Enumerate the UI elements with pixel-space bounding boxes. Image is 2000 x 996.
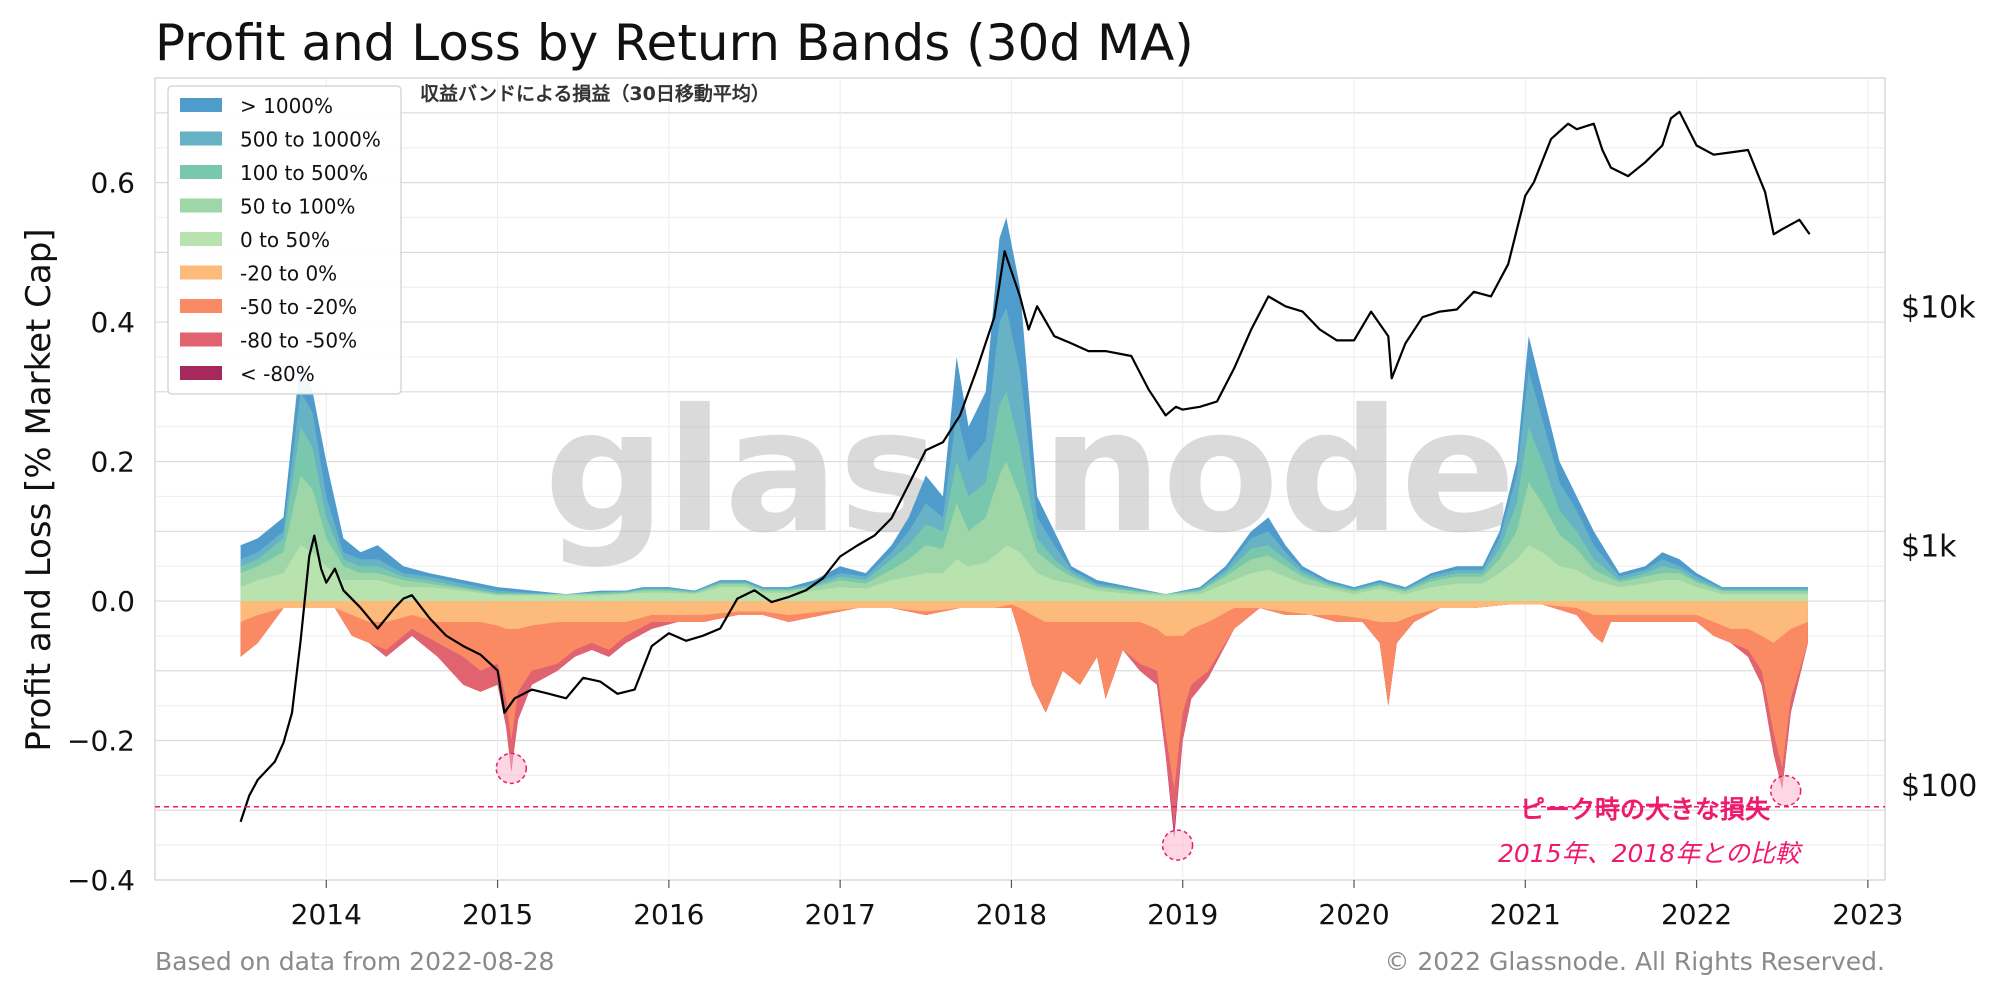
x-tick-label: 2016 — [633, 898, 704, 931]
x-tick-label: 2018 — [976, 898, 1047, 931]
right-tick-label: $100 — [1901, 769, 1977, 804]
right-tick-labels: $100 $1k $10k — [1901, 290, 1977, 803]
y-tick-label: 0.2 — [90, 446, 135, 479]
peak-loss-marker-0 — [495, 752, 528, 785]
profit-band-4 — [240, 545, 1808, 602]
band-areas — [240, 217, 1808, 839]
footer-copyright: © 2022 Glassnode. All Rights Reserved. — [1384, 947, 1885, 976]
x-tick-labels: 2014 2015 2016 2017 2018 2019 2020 2021 2022 2023 — [291, 880, 1904, 931]
x-tick-label: 2019 — [1147, 898, 1218, 931]
y-tick-label: 0.0 — [90, 585, 135, 618]
right-tick-label: $1k — [1901, 530, 1957, 565]
legend-label: -20 to 0% — [240, 262, 337, 286]
price-line — [239, 110, 1811, 823]
profit-band-1 — [240, 308, 1808, 602]
x-tick-label: 2022 — [1661, 898, 1732, 931]
footer-source: Based on data from 2022-08-28 — [155, 947, 554, 976]
btc-price-line — [239, 110, 1811, 823]
peak-loss-marker-1 — [1161, 829, 1194, 861]
legend-label: 100 to 500% — [240, 161, 368, 185]
x-tick-label: 2017 — [805, 898, 876, 931]
legend-label: 0 to 50% — [240, 228, 330, 252]
legend-swatch — [180, 165, 222, 179]
y-tick-label: 0.6 — [90, 167, 135, 200]
y-axis-label: Profit and Loss [% Market Cap] — [19, 228, 59, 751]
x-tick-label: 2021 — [1490, 898, 1561, 931]
legend-box — [167, 85, 402, 395]
legend-swatch — [180, 366, 222, 380]
annotations — [155, 752, 1885, 861]
legend-swatch — [180, 198, 222, 213]
right-tick-label: $10k — [1901, 290, 1976, 325]
legend: > 1000% 500 to 1000% 100 to 500% 50 to 100%… — [167, 85, 402, 395]
legend-swatch — [180, 131, 222, 146]
y-tick-label: −0.2 — [67, 725, 135, 758]
legend-swatch — [180, 232, 222, 246]
legend-label: 500 to 1000% — [240, 128, 381, 152]
legend-label: -80 to -50% — [240, 329, 357, 353]
y-tick-label: 0.4 — [90, 306, 135, 339]
legend-swatch — [180, 332, 222, 347]
legend-label: -50 to -20% — [240, 295, 357, 319]
legend-swatch — [180, 265, 222, 280]
chart-subtitle: 収益バンドによる損益（30日移動平均） — [420, 82, 770, 105]
legend-label: < -80% — [240, 362, 315, 386]
x-tick-label: 2020 — [1318, 898, 1389, 931]
legend-label: > 1000% — [240, 94, 333, 118]
chart-title: Profit and Loss by Return Bands (30d MA) — [155, 14, 1194, 72]
annotation-note-1: ピーク時の大きな損失 — [1520, 795, 1771, 824]
annotation-note-2: 2015年、2018年との比較 — [1498, 839, 1804, 868]
legend-swatch — [180, 299, 222, 313]
profit-band-3 — [240, 461, 1808, 602]
y-tick-labels: −0.4 −0.2 0.0 0.2 0.4 0.6 — [67, 167, 135, 897]
peak-loss-marker-2 — [1769, 774, 1802, 807]
legend-label: 50 to 100% — [240, 195, 355, 219]
legend-swatch — [180, 98, 222, 112]
loss-band-0 — [240, 601, 1808, 643]
x-tick-label: 2023 — [1832, 898, 1903, 931]
profit-band-2 — [240, 391, 1808, 602]
y-tick-label: −0.4 — [67, 864, 135, 897]
x-tick-label: 2015 — [462, 898, 533, 931]
x-tick-label: 2014 — [291, 898, 362, 931]
loss-band-1 — [240, 601, 1808, 790]
